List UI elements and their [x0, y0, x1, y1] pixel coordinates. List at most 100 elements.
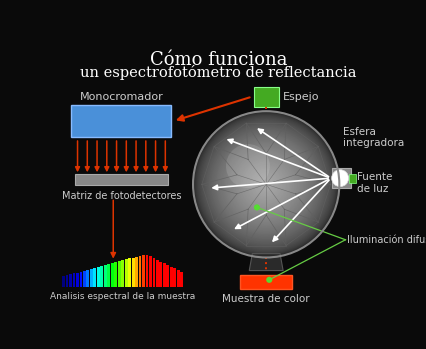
Circle shape	[219, 138, 312, 231]
Bar	[173, 268, 176, 287]
Text: Monocromador: Monocromador	[79, 92, 163, 102]
Text: Matriz de fotodetectores: Matriz de fotodetectores	[61, 191, 181, 201]
Circle shape	[235, 154, 296, 215]
Text: Iluminación difusa: Iluminación difusa	[346, 235, 426, 245]
Bar	[66, 275, 68, 287]
Circle shape	[195, 114, 336, 255]
Bar	[83, 270, 86, 287]
Circle shape	[225, 144, 306, 224]
Circle shape	[198, 116, 334, 253]
Text: Cómo funciona: Cómo funciona	[150, 51, 287, 69]
Circle shape	[218, 137, 313, 232]
Circle shape	[199, 117, 332, 251]
Circle shape	[253, 205, 259, 210]
Bar	[72, 274, 75, 287]
Circle shape	[245, 164, 286, 205]
Bar	[239, 275, 292, 289]
Circle shape	[196, 115, 335, 254]
Circle shape	[331, 170, 348, 187]
Text: Fuente
de luz: Fuente de luz	[356, 172, 391, 194]
Bar	[104, 265, 106, 287]
Bar	[75, 174, 167, 185]
Bar	[69, 274, 72, 287]
Bar	[100, 266, 103, 287]
Bar	[86, 270, 89, 287]
Circle shape	[262, 181, 269, 188]
Text: Muestra de color: Muestra de color	[222, 294, 309, 304]
Circle shape	[204, 122, 328, 246]
Bar	[118, 261, 120, 287]
Circle shape	[242, 161, 289, 208]
Circle shape	[193, 111, 339, 258]
Text: Esfera
integradora: Esfera integradora	[343, 127, 403, 148]
Circle shape	[214, 133, 317, 236]
Bar	[149, 257, 152, 287]
Circle shape	[229, 148, 302, 221]
Circle shape	[256, 174, 275, 194]
Bar	[253, 87, 278, 106]
Circle shape	[227, 145, 305, 223]
Circle shape	[213, 132, 318, 237]
Bar	[71, 105, 171, 138]
Circle shape	[240, 159, 291, 210]
Bar	[90, 269, 92, 287]
Circle shape	[201, 120, 330, 249]
Bar	[107, 264, 110, 287]
Circle shape	[212, 131, 319, 238]
Circle shape	[252, 171, 279, 198]
Bar	[111, 263, 113, 287]
Circle shape	[211, 129, 320, 239]
Bar	[331, 168, 350, 188]
Bar	[142, 255, 144, 287]
Circle shape	[246, 165, 285, 204]
Bar	[121, 260, 124, 287]
Circle shape	[236, 155, 295, 214]
Polygon shape	[249, 254, 282, 270]
Circle shape	[263, 182, 268, 187]
Circle shape	[224, 143, 307, 226]
Bar	[124, 259, 127, 287]
Circle shape	[206, 125, 325, 244]
Circle shape	[233, 151, 298, 217]
Bar	[76, 273, 79, 287]
Bar	[93, 268, 96, 287]
Circle shape	[259, 178, 272, 191]
Bar	[114, 262, 117, 287]
Circle shape	[194, 112, 337, 256]
Circle shape	[248, 166, 284, 203]
Circle shape	[223, 142, 308, 227]
Bar	[176, 270, 179, 287]
Circle shape	[210, 128, 322, 240]
Circle shape	[205, 124, 326, 245]
Circle shape	[231, 150, 299, 218]
Bar	[170, 267, 173, 287]
Circle shape	[257, 176, 274, 193]
Bar	[145, 255, 148, 287]
Bar	[62, 276, 65, 287]
Circle shape	[244, 162, 288, 206]
Circle shape	[265, 277, 272, 283]
Bar	[138, 256, 141, 287]
Circle shape	[251, 170, 280, 199]
Circle shape	[239, 157, 292, 211]
Bar	[180, 272, 183, 287]
Bar	[131, 258, 134, 287]
Bar	[152, 258, 155, 287]
Circle shape	[265, 183, 267, 186]
Bar	[348, 173, 355, 183]
Circle shape	[230, 149, 301, 220]
Bar	[163, 263, 165, 287]
Circle shape	[225, 144, 269, 188]
Circle shape	[261, 179, 271, 189]
Circle shape	[258, 177, 273, 192]
Circle shape	[238, 156, 294, 213]
Circle shape	[207, 126, 324, 243]
Bar	[128, 259, 131, 287]
Bar	[155, 260, 158, 287]
Circle shape	[241, 160, 290, 209]
Circle shape	[228, 147, 303, 222]
Bar	[79, 272, 82, 287]
Circle shape	[250, 169, 282, 200]
Circle shape	[253, 172, 278, 196]
Bar	[135, 257, 138, 287]
